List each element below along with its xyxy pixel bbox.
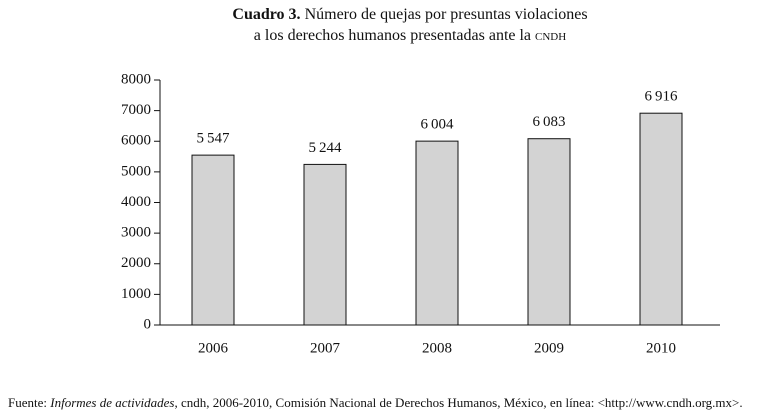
title-line: Cuadro 3. Número de quejas por presuntas… (0, 6, 782, 24)
y-tick-label: 0 (144, 316, 152, 332)
x-tick-label: 2008 (422, 340, 452, 356)
source-prefix: Fuente: (8, 395, 47, 410)
x-tick-label: 2010 (646, 340, 676, 356)
y-tick-label: 1000 (121, 286, 151, 302)
bar (639, 112, 683, 326)
value-label: 6 916 (644, 89, 678, 105)
y-tick-label: 4000 (121, 194, 151, 210)
chart-title-2: a los derechos humanos presentadas ante … (253, 27, 532, 44)
source-note: Fuente: Informes de actividades, cndh, 2… (8, 395, 743, 411)
chart-title: Número de quejas por presuntas violacion… (304, 6, 588, 23)
bar (303, 163, 347, 326)
bar (415, 140, 459, 326)
x-tick-label: 2007 (310, 340, 341, 356)
y-tick-label: 5000 (121, 163, 151, 179)
title-label: Cuadro 3. (232, 6, 301, 23)
bar (527, 138, 571, 326)
title-line: a los derechos humanos presentadas ante … (0, 27, 782, 45)
y-tick-label: 3000 (121, 225, 151, 241)
chart: 0 1000 2000 3000 4000 5000 6000 7000 8000 2006 5 5… (121, 71, 720, 356)
x-tick-label: 2006 (198, 340, 229, 356)
source-title: Informes de actividades (50, 395, 175, 410)
x-tick-label: 2009 (534, 340, 564, 356)
y-tick-label: 8000 (121, 71, 151, 87)
source-rest: , cndh, 2006-2010, Comisión Nacional de … (174, 395, 743, 410)
value-label: 6 004 (420, 117, 454, 133)
value-label: 5 547 (196, 131, 230, 147)
y-tick-label: 6000 (121, 133, 151, 149)
y-tick-label: 7000 (121, 102, 151, 118)
bar (191, 154, 235, 326)
value-label: 6 083 (532, 114, 565, 130)
value-label: 5 244 (308, 140, 342, 156)
y-tick-label: 2000 (121, 255, 151, 271)
title-abbr: cndh (535, 27, 567, 44)
